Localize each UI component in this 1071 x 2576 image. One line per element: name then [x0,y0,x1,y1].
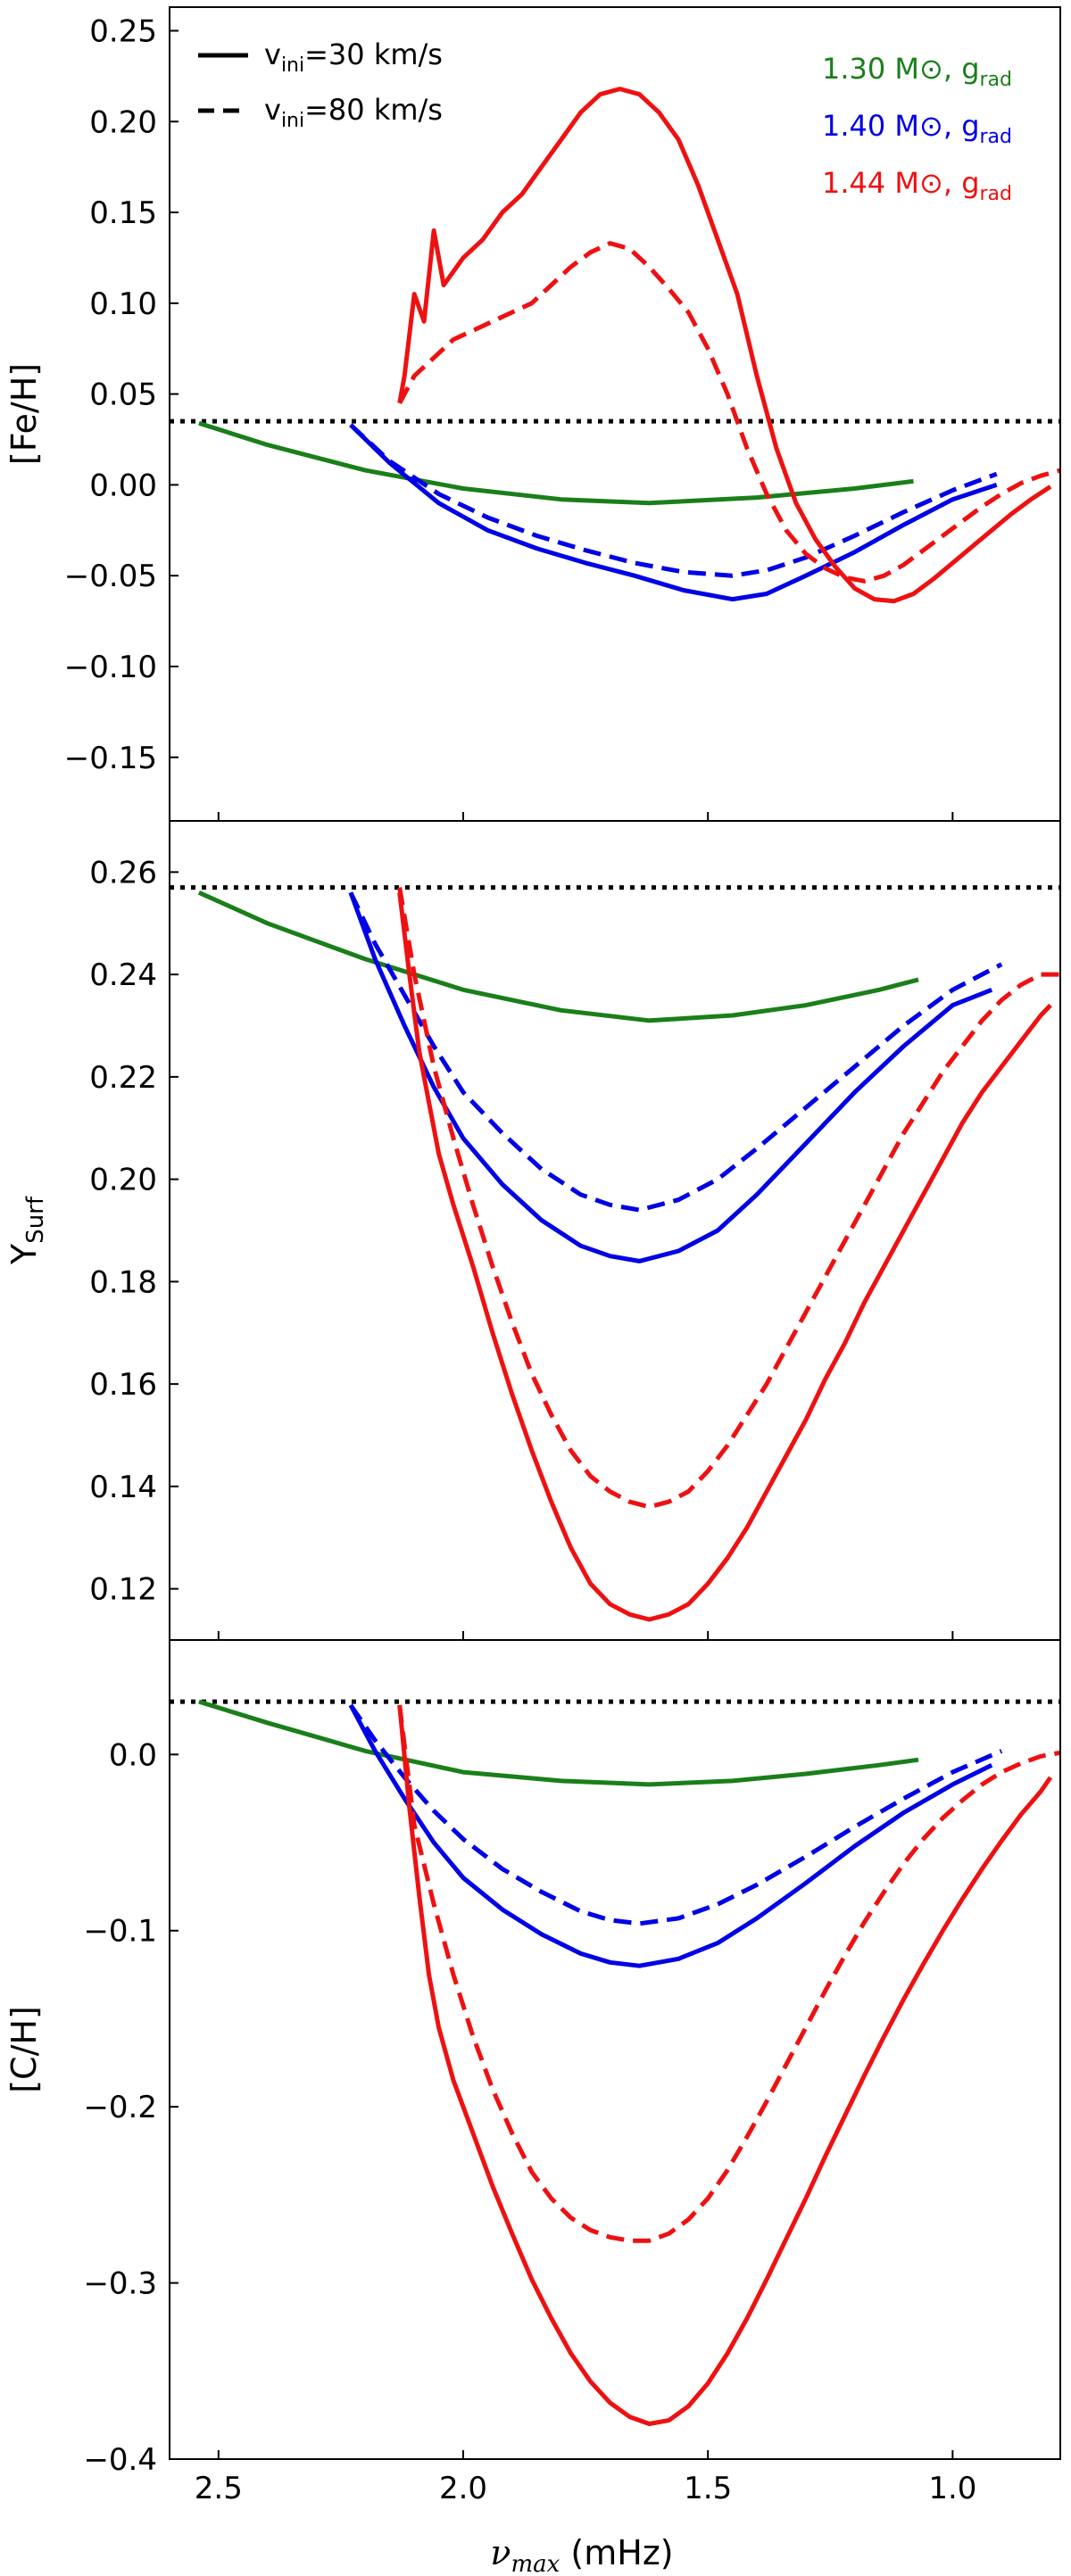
y-tick-label: 0.14 [89,1470,157,1505]
y-tick-label: −0.2 [83,2090,157,2125]
series-line [348,891,1003,1213]
series-line [349,423,998,602]
series-line [348,1703,1003,1926]
y-tick-label: 0.12 [89,1572,157,1608]
series-line [397,1704,1061,2243]
plot-frame [169,1639,1061,2460]
series-line [397,1704,1053,2426]
panel-1: 0.25 0.20 0.15 0.10 0.05 0.00 −0.05 −0.10 −0.15 [… [4,6,1061,822]
y-tick-label: −0.10 [64,650,157,685]
y-tick-label: 0.24 [89,957,157,993]
x-tick-label: 2.0 [439,2471,487,2506]
y-tick-label: 0.05 [89,377,157,413]
y-tick-label: 0.16 [89,1367,157,1403]
x-tick-label: 1.0 [928,2471,976,2506]
series-line [397,241,1061,584]
legend-model-144: 1.44 M⊙, grad [822,166,1012,205]
legend: vini=30 km/s vini=80 km/s 1.30 M⊙, grad … [198,37,1012,205]
y-axis-label: YSurf [4,1196,49,1265]
series-line [397,892,1052,1622]
panels: 0.25 0.20 0.15 0.10 0.05 0.00 −0.05 −0.10 −0.15 [… [4,6,1061,2506]
legend-model-140: 1.40 M⊙, grad [822,109,1012,148]
y-tick-label: −0.15 [64,741,157,776]
y-axis-label: [C/H] [4,2006,44,2093]
y-tick-label: 0.20 [89,1163,157,1198]
y-tick-label: 0.26 [89,855,157,890]
series-line [348,1703,993,1968]
y-tick-label: 0.0 [109,1737,157,1773]
y-tick-label: 0.20 [89,104,157,140]
y-tick-label: −0.4 [83,2442,157,2478]
series-line [348,891,993,1263]
y-tick-label: 0.15 [89,195,157,231]
legend-solid-label: vini=30 km/s [264,37,443,77]
y-tick-label: 0.18 [89,1264,157,1300]
series-line [198,420,914,506]
y-axis-label: [Fe/H] [4,363,44,465]
x-axis-label: νmax (mHz) [490,2533,673,2576]
plot-frame [169,820,1061,1641]
legend-dashed-label: vini=80 km/s [264,93,443,132]
y-tick-label: −0.05 [64,559,157,594]
y-tick-label: −0.1 [83,1914,157,1950]
y-tick-label: −0.3 [83,2266,157,2302]
x-tick-label: 2.5 [195,2471,243,2506]
panel-3: 0.0 −0.1 −0.2 −0.3 −0.4 [C/H] [4,1639,1061,2478]
y-tick-label: 0.00 [89,468,157,503]
legend-model-130: 1.30 M⊙, grad [822,52,1012,91]
y-tick-label: 0.10 [89,286,157,322]
y-tick-label: 0.22 [89,1060,157,1096]
series-line [397,87,1052,604]
series-line [197,890,919,1023]
panel-2: 0.26 0.24 0.22 0.20 0.18 0.16 0.14 0.12 YSurf [4,820,1061,1641]
y-tick-label: 0.25 [89,13,157,49]
x-tick-label: 1.5 [684,2471,732,2506]
series-line [397,887,1060,1510]
series-line [198,1699,919,1787]
